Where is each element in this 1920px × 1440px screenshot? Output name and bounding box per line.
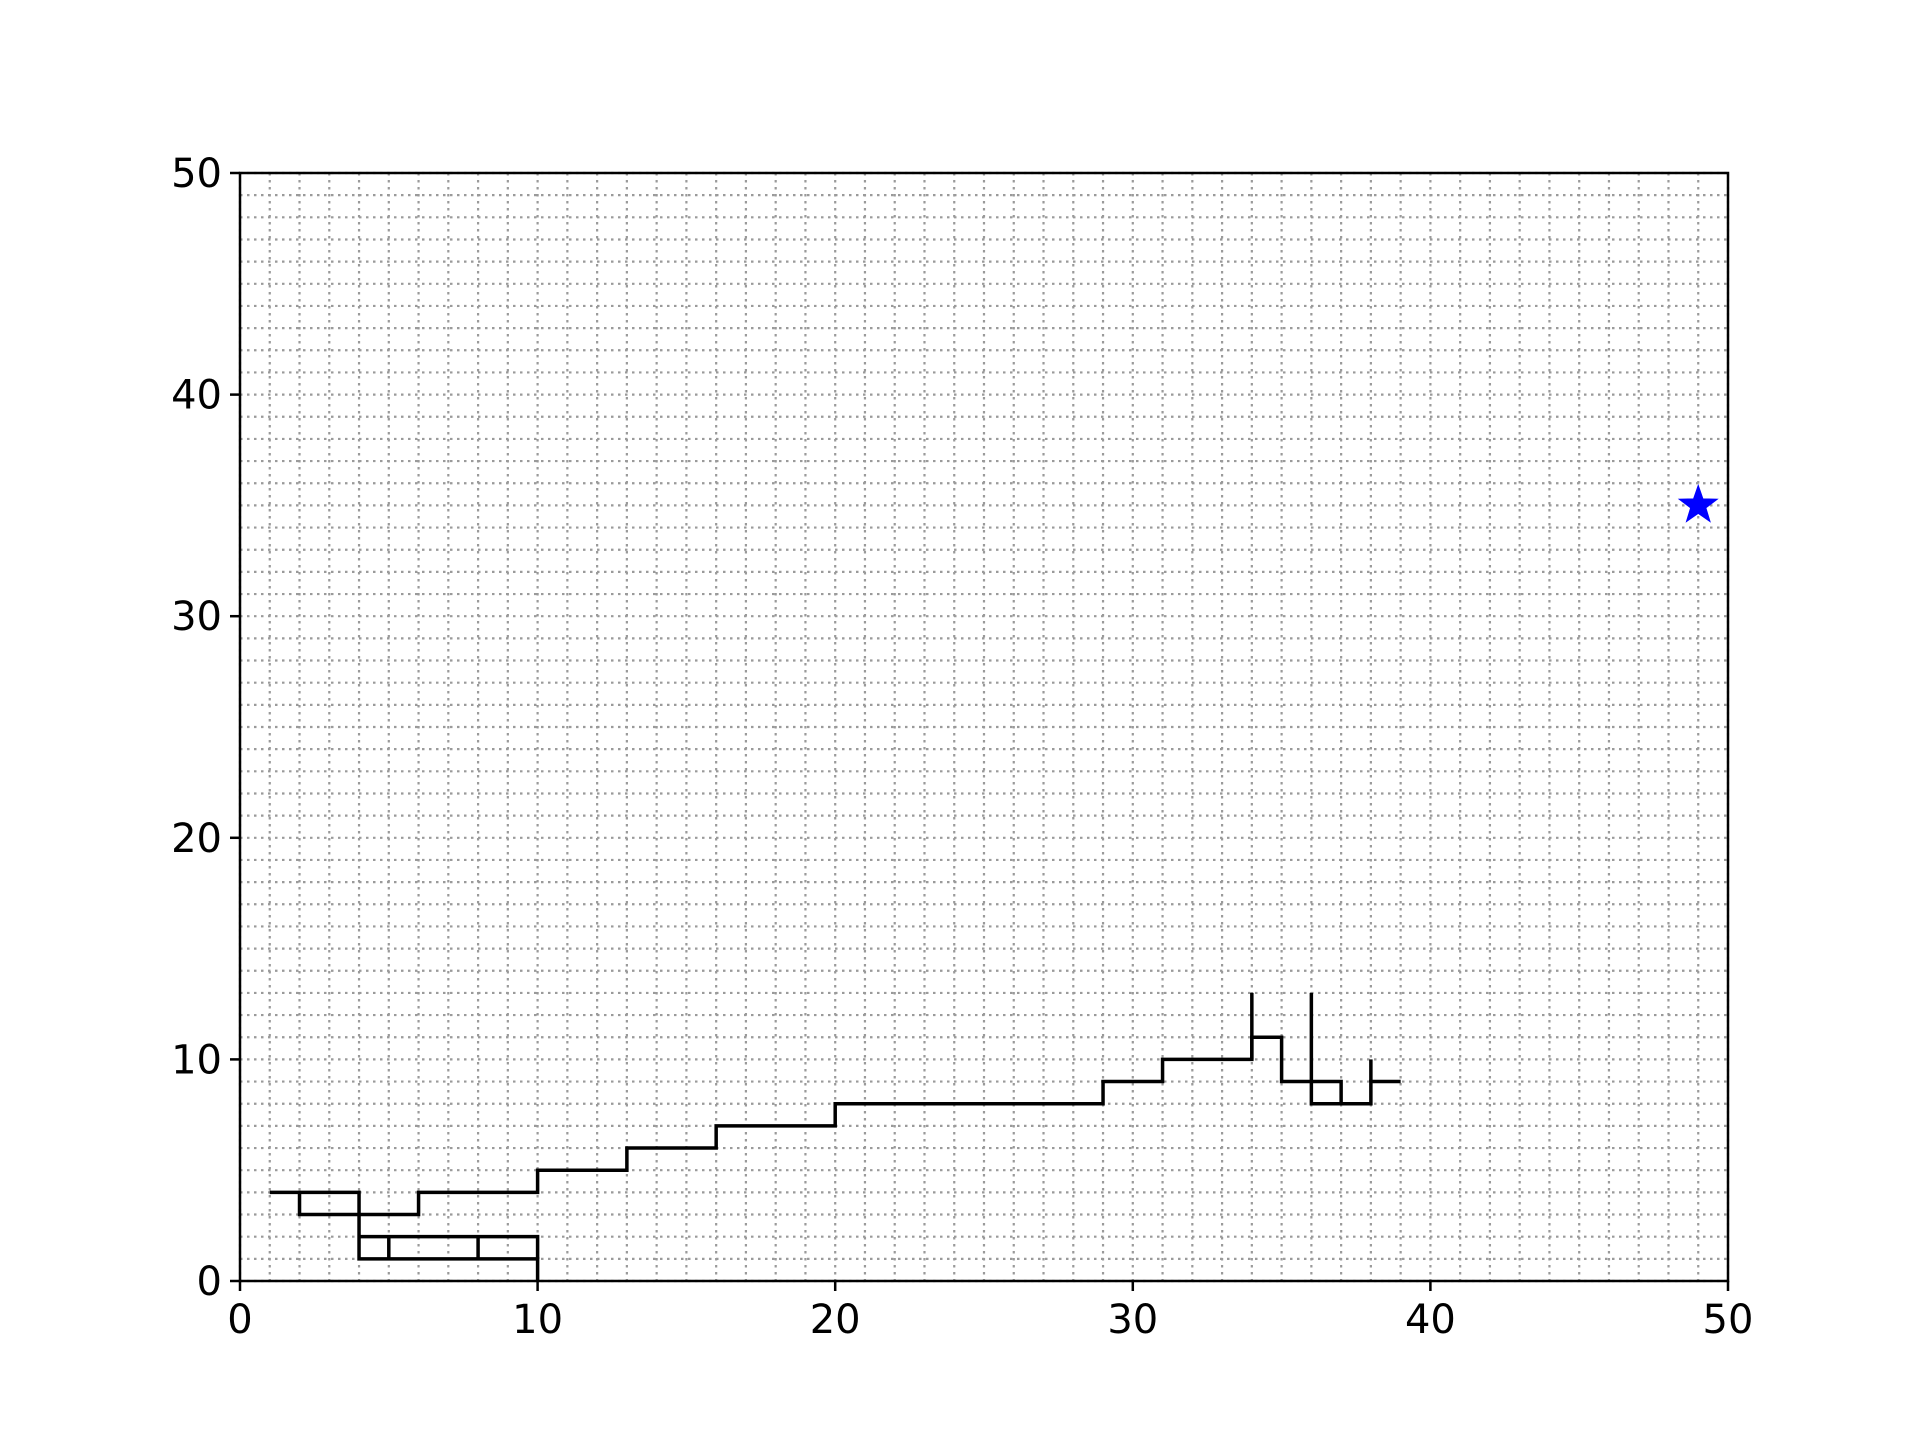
- x-tick-label: 20: [810, 1297, 861, 1343]
- path-segment: [269, 1190, 540, 1281]
- y-tick-label: 40: [171, 373, 222, 419]
- x-tick-label: 40: [1405, 1297, 1456, 1343]
- grid: [238, 171, 1730, 1283]
- y-tick-label: 30: [171, 594, 222, 640]
- path-segment: [359, 1234, 540, 1259]
- y-tick-label: 50: [171, 151, 222, 197]
- x-tick-label: 10: [512, 1297, 563, 1343]
- plot-frame: [238, 171, 1730, 1283]
- path-segment: [1309, 992, 1342, 1106]
- y-tick-label: 10: [171, 1037, 222, 1083]
- y-tick-label: 20: [171, 816, 222, 862]
- x-tick-label: 50: [1703, 1297, 1754, 1343]
- path-segment: [297, 1035, 1401, 1217]
- x-tick-label: 30: [1107, 1297, 1158, 1343]
- star-marker: [1677, 483, 1719, 523]
- y-tick-label: 0: [197, 1259, 222, 1305]
- ticks: 0 10 20 30 40 50 0 10 20 30 40 50: [171, 151, 1753, 1343]
- x-tick-label: 0: [227, 1297, 252, 1343]
- series-layer: [269, 483, 1719, 1281]
